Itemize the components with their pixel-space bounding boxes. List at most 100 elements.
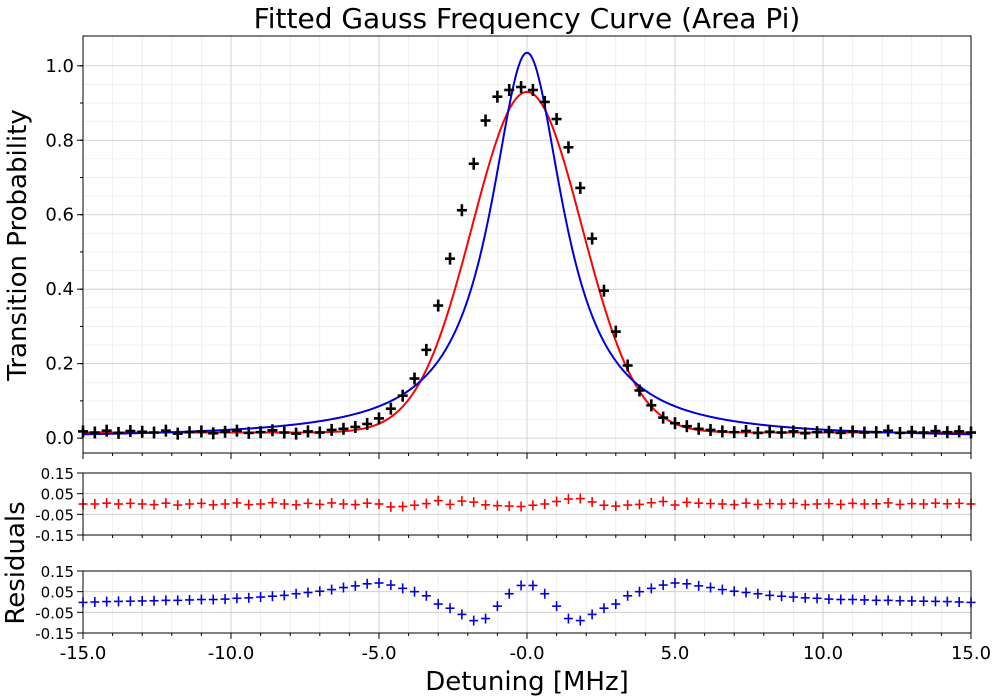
data-point [468,157,479,170]
data-point [125,425,136,438]
gauss-residual-y-tick-label: -0.15 [35,527,74,545]
lorentz-residual-point [445,603,455,614]
lorentz-residual-point [149,595,159,606]
gauss-residual-point [90,499,100,509]
x-tick-label: 10.0 [803,643,843,664]
gauss-residual-point [481,499,491,510]
gauss-residual-point [433,495,443,506]
data-point [847,425,858,438]
gauss-residual-point [954,498,964,509]
lorentz-residual-point [729,586,739,597]
gauss-residual-point [149,499,159,510]
gauss-residual-point [291,499,301,510]
data-point [243,426,254,439]
lorentz-residual-point [469,615,479,626]
gauss-residual-point [256,499,266,509]
data-point [835,426,846,439]
data-point [906,425,917,438]
data-point [291,427,302,440]
x-tick-label: -10.0 [208,643,255,664]
gauss-residual-point [327,497,337,508]
data-point [646,399,657,412]
gauss-residual-point [421,498,431,509]
lorentz-residual-point [694,580,704,591]
data-point [717,425,728,438]
lorentz-residual-point [895,595,905,606]
lorentz-residual-point [824,594,834,605]
main-y-tick-label: 0.2 [45,354,74,375]
x-tick-label: 5.0 [661,643,690,664]
gauss-residual-point [504,501,514,512]
gauss-residual-point [788,498,798,509]
lorentz-residual-point [717,584,727,595]
data-point [859,426,870,439]
data-point [113,426,124,439]
lorentz-residual-y-tick-label: 0.15 [41,563,74,581]
lorentz-residual-point [256,592,266,603]
gauss-residual-point [398,501,408,512]
data-point [575,181,586,194]
gauss-residual-point [137,499,147,509]
data-point [326,423,337,436]
data-point [812,426,823,439]
data-point [516,81,527,94]
gauss-residual-y-tick-label: 0.15 [41,465,74,483]
lorentz-residual-point [682,578,692,589]
gauss-residual-point [303,498,313,509]
gauss-residual-point [919,499,929,509]
gauss-residual-point [232,497,242,508]
gauss-residual-point [528,500,538,511]
gauss-residual-point [907,498,917,509]
lorentz-residual-point [706,582,716,593]
lorentz-residual-point [777,591,787,602]
gauss-residual-point [682,497,692,508]
data-point [883,424,894,437]
chart-title: Fitted Gauss Frequency Curve (Area Pi) [254,2,801,35]
lorentz-residual-point [208,594,218,605]
lorentz-residual-point [670,577,680,588]
gauss-residual-point [694,498,704,509]
gauss-residual-point [670,500,680,511]
data-point [137,425,148,438]
gauss-residual-point [267,497,277,508]
gauss-residual-point [279,499,289,509]
lorentz-residual-point [185,594,195,605]
lorentz-residual-point [623,590,633,601]
data-point [220,425,231,438]
lorentz-residual-point [634,586,644,597]
lorentz-residual-point [327,584,337,595]
gauss-residual-point [812,499,822,509]
gauss-residual-point [114,499,124,509]
lorentz-residual-point [954,597,964,607]
gauss-residual-point [208,499,218,510]
data-point [208,427,219,440]
data-point [729,426,740,439]
data-point [196,425,207,438]
lorentz-residual-point [788,592,798,603]
gauss-residual-point [575,493,585,504]
lorentz-residual-point [516,580,526,591]
lorentz-residual-point [765,590,775,601]
lorentz-residual-point [919,596,929,607]
data-point [89,426,100,439]
gauss-residual-point [587,496,597,507]
main-y-tick-label: 0.6 [45,205,74,226]
gauss-residual-point [871,498,881,509]
lorentz-residual-point [114,596,124,607]
gauss-residual-point [859,499,869,509]
lorentz-residual-point [930,596,940,607]
gauss-residual-point [717,499,727,509]
main-y-tick-label: 1.0 [45,56,74,77]
gauss-residual-point [338,499,348,509]
data-point [610,325,621,338]
lorentz-residual-point [753,588,763,599]
data-point [480,114,491,127]
gauss-residual-point [836,499,846,510]
gauss-residual-point [445,499,455,510]
gauss-residual-point [741,498,751,509]
gauss-residual-point [196,498,206,509]
data-point [231,424,242,437]
lorentz-residual-point [658,580,668,591]
gauss-residual-point [706,498,716,509]
lorentz-residual-point [125,596,135,607]
